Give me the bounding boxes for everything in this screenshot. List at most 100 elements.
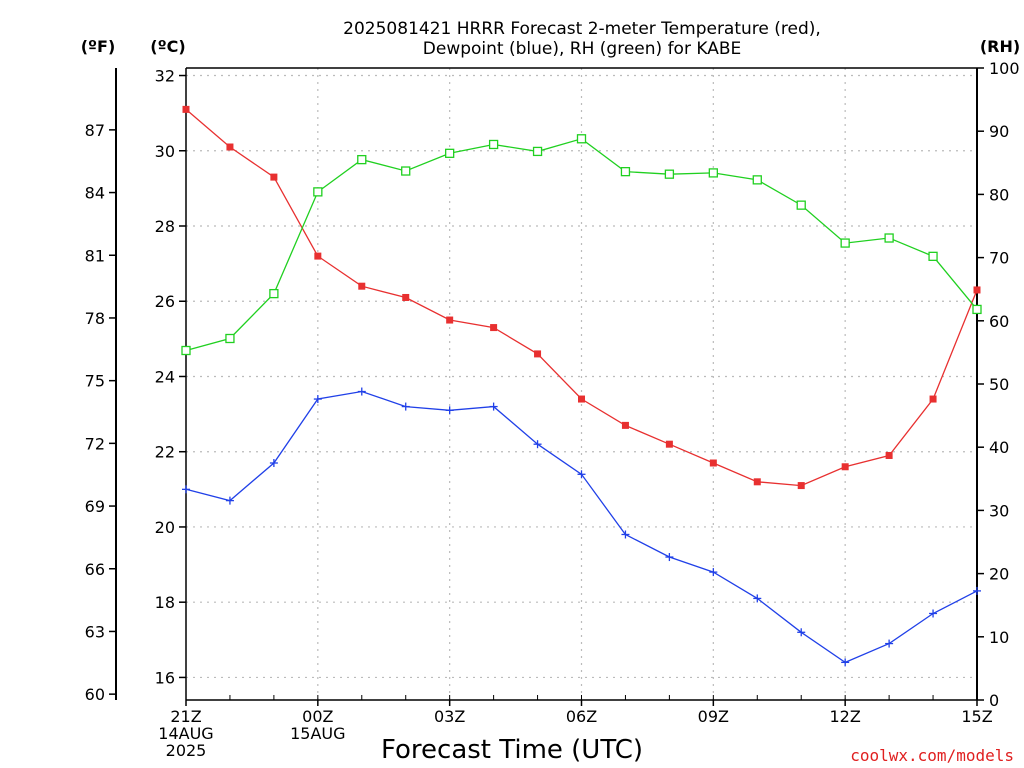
axes [109,67,984,706]
rh-tick-label: 50 [989,375,1009,394]
celsius-tick-label: 16 [155,668,175,687]
dewpoint-series [182,387,981,667]
dewpoint-point [445,406,454,415]
data-series [181,105,982,667]
dewpoint-point [533,440,542,449]
x-tick-label: 03Z [434,707,465,726]
dewpoint-point [357,387,366,396]
fahrenheit-tick-label: 60 [85,685,105,704]
rh-point [928,251,938,261]
temperature-point [621,421,629,429]
temperature-point [885,451,893,459]
celsius-unit-label: (ºC) [150,37,185,56]
dewpoint-point [577,470,586,479]
dewpoint-point [753,594,762,603]
temperature-line [185,108,978,487]
dewpoint-point [797,628,806,637]
chart-title-line1: 2025081421 HRRR Forecast 2-meter Tempera… [343,19,821,39]
celsius-tick-label: 28 [155,217,175,236]
temperature-point [226,143,234,151]
temperature-point [534,350,542,358]
x-tick-label: 14AUG [158,724,213,743]
dewpoint-point [885,639,894,648]
fahrenheit-tick-label: 87 [85,121,105,140]
temperature-point [446,316,454,324]
rh-tick-label: 20 [989,565,1009,584]
chart-title-line2: Dewpoint (blue), RH (green) for KABE [423,39,741,59]
rh-tick-label: 0 [989,691,999,710]
rh-tick-label: 100 [989,59,1020,78]
rh-point [401,166,411,176]
temperature-point [709,459,717,467]
rh-point [313,187,323,197]
rh-point [752,175,762,185]
x-tick-label: 00Z [302,707,333,726]
rh-tick-label: 40 [989,438,1009,457]
fahrenheit-tick-label: 66 [85,560,105,579]
temperature-point [578,395,585,403]
celsius-tick-label: 32 [155,67,175,86]
dewpoint-point [269,459,278,467]
rh-tick-label: 90 [989,122,1009,141]
rh-point [884,233,894,243]
temperature-point [314,252,322,260]
dewpoint-point [709,568,718,577]
rh-point [708,168,718,178]
rh-tick-label: 10 [989,628,1009,647]
celsius-tick-label: 30 [155,142,175,161]
rh-tick-label: 80 [989,185,1009,204]
rh-tick-label: 60 [989,312,1009,331]
dewpoint-point [401,402,410,411]
rh-point [796,200,806,210]
x-tick-label: 21Z [170,707,201,726]
rh-tick-label: 30 [989,501,1009,520]
fahrenheit-tick-label: 69 [85,497,105,516]
rh-point [488,139,499,150]
x-tick-label: 06Z [566,707,597,726]
x-tick-label: 2025 [166,741,207,760]
x-tick-label: 15AUG [290,724,345,743]
temperature-point [182,105,190,113]
fahrenheit-tick-label: 72 [85,434,105,453]
temperature-point [358,282,366,290]
celsius-tick-label: 18 [155,593,175,612]
dewpoint-point [665,553,674,562]
dewpoint-point [313,395,322,404]
credit-text: coolwx.com/models [850,746,1014,765]
rh-point [972,304,982,315]
dewpoint-point [621,530,630,539]
x-axis-label: Forecast Time (UTC) [381,735,643,765]
temperature-series [182,105,981,490]
grid-lines [186,68,977,700]
temperature-point [797,482,805,490]
fahrenheit-tick-label: 75 [85,372,105,391]
rh-point [357,154,367,165]
temperature-point [402,293,410,301]
dewpoint-point [929,609,938,618]
rh-point [181,345,191,356]
rh-point [576,134,587,144]
x-tick-label: 12Z [830,707,861,726]
temperature-point [841,463,849,471]
rh-point [445,148,455,158]
fahrenheit-tick-label: 81 [85,246,105,265]
dewpoint-point [182,485,190,494]
rh-series [181,134,982,356]
temperature-point [490,324,498,332]
rh-tick-label: 70 [989,249,1009,268]
temperature-point [753,478,761,486]
celsius-tick-label: 26 [155,292,175,311]
fahrenheit-unit-label: (ºF) [81,37,116,56]
temperature-point [665,440,673,448]
rh-point [664,169,675,179]
fahrenheit-tick-label: 63 [85,622,105,641]
rh-point [840,238,850,248]
x-tick-label: 15Z [961,707,992,726]
dewpoint-point [489,402,498,411]
rh-unit-label: (RH) [980,37,1020,56]
celsius-tick-label: 20 [155,518,175,537]
x-tick-label: 09Z [698,707,729,726]
dewpoint-point [841,658,850,667]
